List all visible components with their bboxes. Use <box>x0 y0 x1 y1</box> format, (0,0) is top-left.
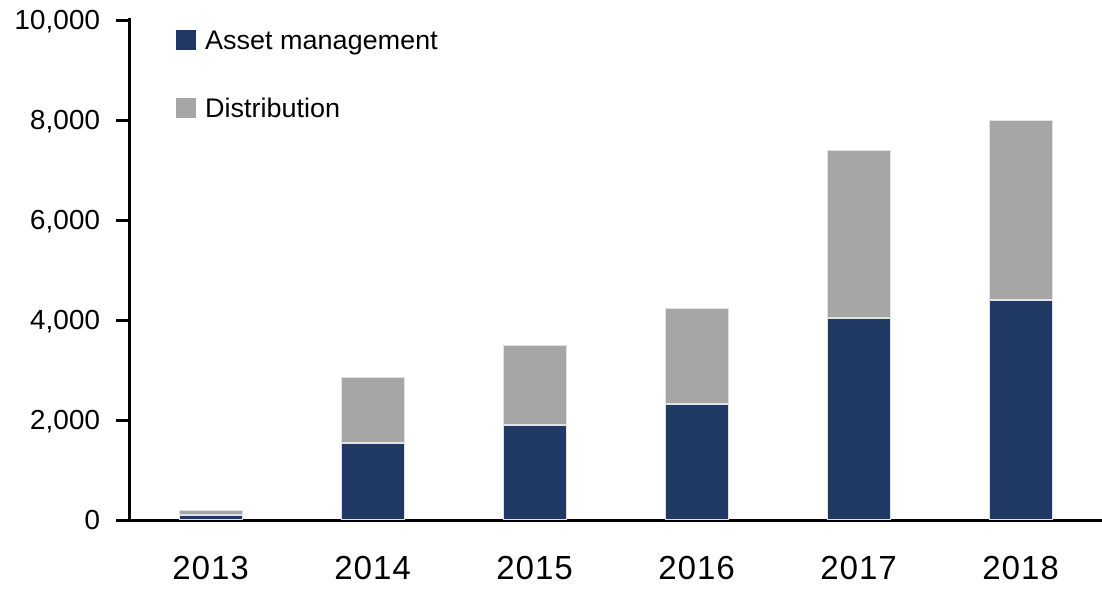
y-axis-tick-label: 8,000 <box>29 104 100 135</box>
x-axis-label: 2015 <box>496 549 574 586</box>
distribution-swatch-icon <box>176 98 196 118</box>
bar-segment-asset-management <box>989 300 1053 520</box>
y-axis-tick <box>116 318 130 322</box>
y-axis-tick <box>116 518 130 522</box>
legend-label-distribution: Distribution <box>205 93 341 123</box>
x-axis-label: 2018 <box>982 549 1060 586</box>
x-axis-label: 2016 <box>658 549 736 586</box>
y-axis-tick <box>116 18 130 22</box>
y-axis-tick <box>116 118 130 122</box>
bar-segment-asset-management <box>179 515 243 520</box>
bar-segment-distribution <box>827 150 891 318</box>
x-axis-label: 2013 <box>172 549 250 586</box>
bar-segment-asset-management <box>503 425 567 520</box>
y-axis-tick-label: 10,000 <box>14 4 100 35</box>
y-axis-tick <box>116 218 130 222</box>
bar-segment-distribution <box>665 307 729 404</box>
y-axis-line <box>128 18 131 521</box>
bar-segment-distribution <box>989 120 1053 300</box>
bar-segment-asset-management <box>665 403 729 520</box>
legend-item-distribution: Distribution <box>176 94 438 122</box>
y-axis-tick <box>116 418 130 422</box>
x-axis-line <box>116 519 1102 522</box>
legend-label-asset-management: Asset management <box>205 25 438 55</box>
legend-item-asset-management: Asset management <box>176 26 438 54</box>
bar-segment-distribution <box>341 376 405 443</box>
x-axis-label: 2017 <box>820 549 898 586</box>
x-axis-label: 2014 <box>334 549 412 586</box>
y-axis-tick-label: 0 <box>84 504 100 535</box>
bar-segment-asset-management <box>827 317 891 520</box>
bar-segment-distribution <box>503 345 567 425</box>
y-axis-tick-label: 6,000 <box>29 204 100 235</box>
bar-segment-asset-management <box>341 442 405 520</box>
bar-segment-distribution <box>179 510 243 515</box>
asset-management-swatch-icon <box>176 30 196 50</box>
y-axis-tick-label: 2,000 <box>29 404 100 435</box>
y-axis-tick-label: 4,000 <box>29 304 100 335</box>
chart-legend: Asset management Distribution <box>176 26 438 162</box>
